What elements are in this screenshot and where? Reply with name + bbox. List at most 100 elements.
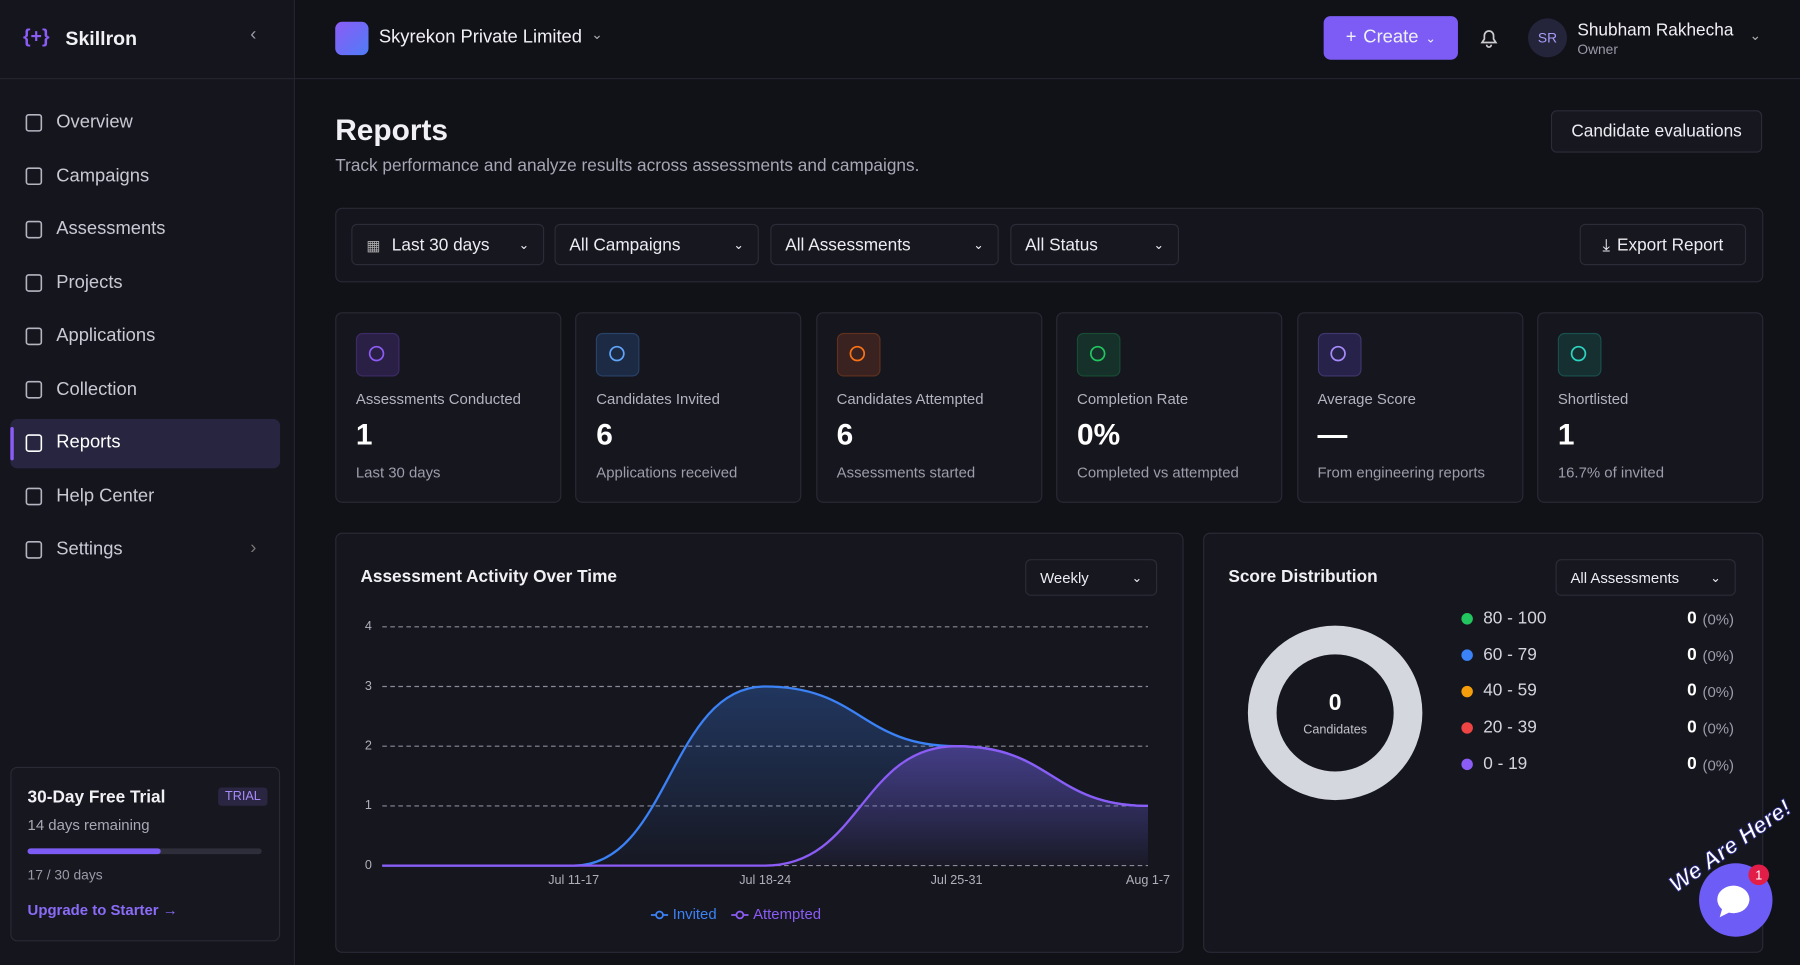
filter-select[interactable]: ▦ Last 30 days ⌄: [351, 223, 545, 266]
filter-label: All Assessments: [785, 234, 911, 255]
trial-badge: TRIAL: [218, 787, 268, 806]
stat-value: —: [1317, 416, 1348, 452]
stat-icon-glyph: [1330, 345, 1346, 362]
nav-item[interactable]: Settings: [56, 539, 123, 560]
calendar-icon: ▦: [366, 235, 381, 254]
evaluations-button[interactable]: Candidate evaluations: [1550, 110, 1763, 153]
y-tick-label: 0: [365, 858, 372, 872]
chat-badge: [1748, 864, 1770, 886]
stat-icon: [1557, 332, 1602, 377]
filter-label: All Campaigns: [569, 234, 681, 255]
avatar[interactable]: SR: [1527, 18, 1568, 58]
legend-swatch-dot: [655, 910, 664, 920]
series-line: [382, 745, 1149, 867]
brand-icon: {+}: [22, 25, 50, 48]
nav-icon: [25, 380, 43, 399]
collapse[interactable]: ‹: [250, 25, 257, 45]
stat-label: Candidates Invited: [596, 390, 720, 408]
stat-note: Applications received: [596, 463, 738, 482]
stat-icon-glyph: [609, 345, 625, 362]
org-icon: [335, 21, 369, 56]
donut-ring: [1247, 625, 1423, 801]
filter-select[interactable]: All Status ⌄: [1010, 223, 1179, 266]
score-range: 0 - 19: [1483, 754, 1528, 774]
chevron: ⌄: [1153, 238, 1165, 252]
user-chevron[interactable]: ⌄: [1749, 27, 1762, 44]
stat-note: Assessments started: [836, 463, 976, 482]
progress-fill: [27, 848, 161, 855]
chat-icon: [1717, 885, 1750, 918]
stat-label: Assessments Conducted: [355, 390, 521, 408]
nav-icon: [25, 434, 43, 452]
chat-badge-count: 1: [1755, 868, 1762, 882]
stat-value: 1: [355, 416, 373, 452]
stat-icon-glyph: [1570, 345, 1587, 362]
progress-track: [27, 848, 262, 855]
stat-note: Last 30 days: [355, 463, 441, 482]
active-bar: [10, 427, 14, 461]
chevron: ⌄: [518, 238, 530, 252]
trial-remaining: 14 days remaining: [27, 816, 150, 834]
filter-select[interactable]: All Campaigns ⌄: [554, 223, 759, 266]
score-title: Score Distribution: [1228, 567, 1378, 587]
nav-item[interactable]: Help Center: [56, 486, 155, 506]
nav-icon: [25, 167, 43, 186]
stat-icon: [596, 332, 640, 377]
export-label: Export Report: [1617, 234, 1724, 255]
trial-progress: 17 / 30 days: [27, 866, 103, 883]
stat-icon: [836, 332, 881, 377]
nav-item[interactable]: Reports: [56, 432, 121, 453]
stat-note: Completed vs attempted: [1077, 463, 1239, 482]
score-count: 0: [1687, 717, 1697, 738]
org-name[interactable]: Skyrekon Private Limited: [378, 27, 583, 48]
legend-swatch-dot: [735, 910, 745, 920]
create-button[interactable]: + Create ⌄: [1323, 16, 1458, 60]
stat-label: Candidates Attempted: [836, 390, 984, 408]
user-name: Shubham Rakhecha: [1577, 20, 1734, 41]
legend-label: Attempted: [753, 906, 821, 923]
create-label: Create: [1363, 27, 1419, 48]
bell[interactable]: [1477, 26, 1500, 49]
legend-dot: [1461, 649, 1473, 661]
stat-icon-glyph: [849, 345, 866, 362]
score-percent: (0%): [1702, 756, 1735, 774]
legend-dot: [1461, 685, 1473, 698]
score-range: 20 - 39: [1483, 717, 1537, 738]
score-count: 0: [1687, 644, 1697, 665]
expand[interactable]: ›: [250, 538, 257, 558]
export-button[interactable]: ⤓ Export Report: [1579, 223, 1747, 266]
period-select[interactable]: Weekly ⌄: [1025, 559, 1158, 596]
x-tick-label: Jul 18-24: [739, 873, 791, 887]
y-tick-label: 1: [365, 798, 372, 812]
filter-select[interactable]: All Assessments ⌄: [770, 223, 999, 266]
score-filter[interactable]: All Assessments ⌄: [1555, 559, 1736, 596]
nav-item[interactable]: Overview: [56, 112, 133, 133]
series-area: [382, 746, 1148, 866]
donut-total: 0: [1329, 689, 1342, 715]
nav-item[interactable]: Collection: [56, 379, 137, 399]
trial-title: 30-Day Free Trial: [27, 787, 166, 808]
score-range: 60 - 79: [1483, 644, 1537, 665]
filter-label: ▦ Last 30 days: [366, 234, 490, 255]
nav-item[interactable]: Projects: [56, 272, 123, 293]
x-tick-label: Jul 25-31: [931, 873, 983, 887]
page-title: Reports: [335, 112, 449, 147]
score-percent: (0%): [1702, 610, 1735, 628]
nav-item[interactable]: Assessments: [56, 219, 166, 239]
period-label: Weekly: [1040, 568, 1089, 587]
header-divider: [295, 78, 1800, 80]
score-range: 40 - 59: [1483, 681, 1537, 701]
nav-item[interactable]: Campaigns: [56, 165, 150, 186]
nav-item[interactable]: Applications: [56, 326, 156, 346]
score-range: 80 - 100: [1483, 608, 1547, 628]
score-count: 0: [1687, 681, 1697, 701]
nav-icon: [25, 274, 43, 292]
stat-value: 1: [1557, 416, 1575, 452]
legend-label: Invited: [673, 906, 717, 923]
score-percent: (0%): [1702, 683, 1735, 701]
upgrade-link[interactable]: Upgrade to Starter →: [27, 901, 178, 919]
nav-icon: [25, 113, 43, 132]
org-chevron[interactable]: ⌄: [591, 26, 603, 43]
